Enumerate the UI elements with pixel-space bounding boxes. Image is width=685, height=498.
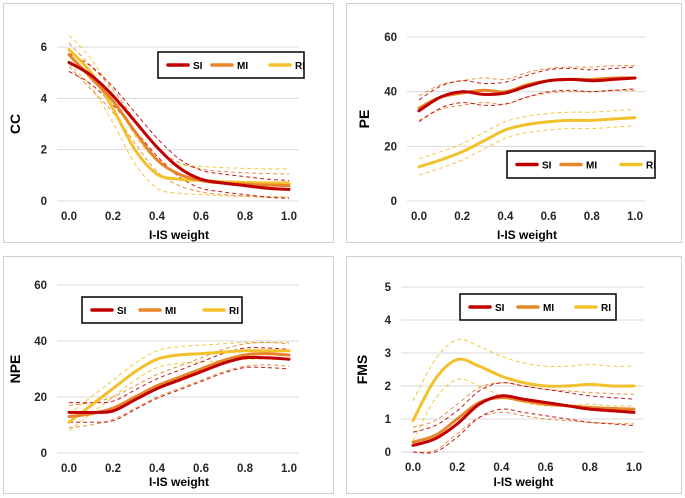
series-mi-band-line <box>412 382 635 428</box>
y-tick-label: 0 <box>385 447 391 459</box>
x-tick-label: 0.4 <box>497 211 514 223</box>
y-tick-label: 20 <box>34 392 47 404</box>
series-ri-line <box>417 116 637 169</box>
y-tick-label: 4 <box>385 315 392 327</box>
legend-label-mi: MI <box>165 306 176 317</box>
series-mi-band-line <box>68 42 290 175</box>
legend-label-ri: RI <box>295 61 305 72</box>
y-tick-label: 2 <box>385 381 391 393</box>
series-mi-line <box>67 53 291 188</box>
chart-panel-cc: 0 2 4 6 0.0 0.2 0.4 0.6 0.8 1.0 I-IS weight CC SI MI R… <box>3 3 334 243</box>
legend-label-ri: RI <box>229 306 239 317</box>
legend-label-ri: RI <box>646 161 656 172</box>
x-tick-label: 0.4 <box>493 462 510 474</box>
series-si-band-line <box>412 382 635 433</box>
x-tick-label: 1.0 <box>627 211 643 223</box>
x-tick-label: 0.6 <box>193 211 209 223</box>
x-tick-label: 0.2 <box>454 211 470 223</box>
x-tick-label: 0.8 <box>582 462 599 474</box>
series-ri-band-line <box>68 35 290 170</box>
x-axis-label: I-IS weight <box>494 475 554 489</box>
x-tick-label: 0.8 <box>237 211 254 223</box>
pe-chart: 0 20 40 60 0.0 0.2 0.4 0.6 0.8 1.0 I-IS weight PE SI… <box>356 32 656 242</box>
y-axis-label: NPE <box>7 355 23 384</box>
series-mi-line <box>411 396 636 444</box>
legend-label-mi: MI <box>237 61 248 72</box>
x-axis-label: I-IS weight <box>149 228 209 242</box>
y-tick-label: 2 <box>41 145 47 157</box>
y-tick-label: 40 <box>384 87 397 99</box>
fms-chart: 0 1 2 3 4 5 0.0 0.2 0.4 0.6 0.8 1.0 I-IS weight FMS SI… <box>354 282 644 489</box>
y-axis-label: CC <box>7 114 23 134</box>
x-tick-label: 0.6 <box>538 462 554 474</box>
x-tick-label: 0.0 <box>411 211 427 223</box>
y-tick-label: 20 <box>384 141 397 153</box>
x-tick-label: 0.0 <box>405 462 421 474</box>
x-tick-label: 0.6 <box>541 211 557 223</box>
y-axis-label: PE <box>356 110 372 129</box>
series-mi-band-line <box>68 65 290 198</box>
x-tick-label: 0.4 <box>149 211 166 223</box>
series-ri-line <box>67 48 291 185</box>
chart-panel-npe: 0 20 40 60 0.0 0.2 0.4 0.6 0.8 1.0 I-IS weight NPE S… <box>3 256 334 494</box>
series-si-band-line <box>418 66 636 101</box>
series-si-band-line <box>412 408 635 454</box>
x-tick-label: 0.8 <box>584 211 601 223</box>
y-tick-label: 6 <box>41 42 47 54</box>
series-mi-line <box>67 352 291 419</box>
series-ri-line <box>67 349 291 424</box>
x-tick-label: 1.0 <box>281 463 297 475</box>
legend-label-mi: MI <box>543 303 554 314</box>
npe-chart: 0 20 40 60 0.0 0.2 0.4 0.6 0.8 1.0 I-IS weight NPE S… <box>7 280 299 489</box>
series-si-band-line <box>68 347 290 404</box>
chart-panel-pe: 0 20 40 60 0.0 0.2 0.4 0.6 0.8 1.0 I-IS weight PE SI… <box>346 3 682 243</box>
series-ri-band-line <box>412 338 635 402</box>
legend-label-mi: MI <box>586 161 597 172</box>
series-ri-band-line <box>412 378 635 441</box>
x-tick-label: 0.0 <box>61 211 77 223</box>
series-ri-band-line <box>68 63 289 198</box>
x-tick-label: 0.2 <box>105 211 121 223</box>
series-si-line <box>417 76 637 113</box>
x-tick-label: 1.0 <box>626 462 642 474</box>
y-tick-label: 0 <box>41 448 47 460</box>
x-tick-label: 0.2 <box>449 462 465 474</box>
series-si-line <box>67 355 291 414</box>
series-mi-band-line <box>68 341 290 406</box>
series-mi-band-line <box>412 411 635 453</box>
x-axis-label: I-IS weight <box>497 228 557 242</box>
series-ri-band-line <box>68 341 289 415</box>
series-si-line <box>411 394 636 447</box>
y-tick-label: 0 <box>41 196 47 208</box>
y-tick-label: 60 <box>384 32 397 44</box>
series-ri-band-line <box>68 358 289 431</box>
legend-label-si: SI <box>193 61 203 72</box>
y-tick-label: 40 <box>34 336 47 348</box>
x-axis-label: I-IS weight <box>149 475 209 489</box>
chart-panel-fms: 0 1 2 3 4 5 0.0 0.2 0.4 0.6 0.8 1.0 I-IS weight FMS SI… <box>346 256 682 494</box>
cc-chart: 0 2 4 6 0.0 0.2 0.4 0.6 0.8 1.0 I-IS weight CC SI MI R… <box>7 35 305 242</box>
y-tick-label: 1 <box>385 414 392 426</box>
series-si-band-line <box>68 366 290 423</box>
y-tick-label: 3 <box>385 348 391 360</box>
y-tick-label: 60 <box>34 280 47 292</box>
x-tick-label: 0.0 <box>61 463 77 475</box>
series-si-band-line <box>418 88 636 123</box>
y-axis-label: FMS <box>354 355 370 385</box>
series-si-line <box>67 60 291 191</box>
x-tick-label: 0.8 <box>237 463 254 475</box>
y-tick-label: 0 <box>391 196 397 208</box>
legend-label-si: SI <box>117 306 127 317</box>
series-ri-line <box>411 357 636 423</box>
legend-label-si: SI <box>542 161 552 172</box>
legend-label-ri: RI <box>601 303 611 314</box>
x-tick-label: 1.0 <box>281 211 297 223</box>
y-tick-label: 5 <box>385 282 392 294</box>
x-tick-label: 0.4 <box>149 463 166 475</box>
x-tick-label: 0.2 <box>105 463 121 475</box>
series-mi-band-line <box>418 65 636 97</box>
y-tick-label: 4 <box>41 93 48 105</box>
x-tick-label: 0.6 <box>193 463 209 475</box>
legend-label-si: SI <box>495 303 505 314</box>
